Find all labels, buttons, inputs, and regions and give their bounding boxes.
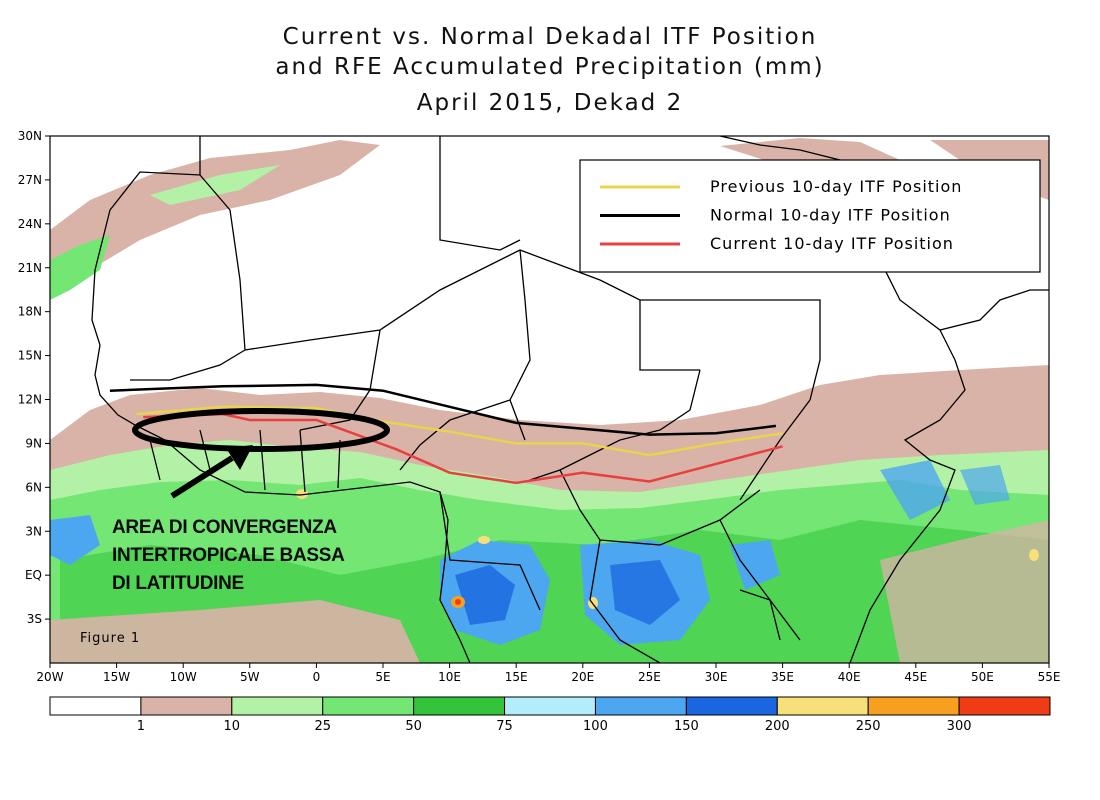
legend-label: Current 10-day ITF Position: [710, 234, 954, 253]
legend: Previous 10-day ITF Position Normal 10-da…: [579, 159, 1041, 273]
annotation-line-1: AREA DI CONVERGENZA: [112, 517, 337, 538]
colorbar-swatch: [594, 696, 687, 716]
colorbar-label: 250: [856, 719, 881, 734]
chart-title-line-2: and RFE Accumulated Precipitation (mm): [275, 54, 825, 80]
colorbar-swatch: [231, 696, 324, 716]
colorbar-label: 300: [947, 719, 972, 734]
colorbar-swatch: [140, 696, 233, 716]
colorbar-label: 75: [496, 719, 513, 734]
lat-tick-label: 21N: [18, 261, 42, 275]
colorbar-swatch: [413, 696, 506, 716]
colorbar-swatch: [867, 696, 960, 716]
lon-tick-label: 10E: [438, 670, 461, 684]
figure-label: Figure 1: [80, 631, 140, 646]
lon-tick-label: 10W: [170, 670, 197, 684]
annotation-arrow-head: [226, 445, 253, 470]
axis-ticks: 30N 27N 24N 21N 18N 15N 12N 9N 6N 3N EQ 3S 20W 15W 10W…: [18, 129, 1061, 684]
colorbar-label: 100: [583, 719, 608, 734]
lat-tick-label: 12N: [18, 393, 42, 407]
lat-tick-label: 9N: [25, 436, 42, 450]
annotation-text: AREA DI CONVERGENZA INTERTROPICALE BASSA…: [112, 514, 412, 598]
legend-label: Normal 10-day ITF Position: [710, 206, 951, 225]
lat-tick-label: 18N: [18, 305, 42, 319]
colorbar-label: 50: [405, 719, 422, 734]
chart-title-line-1: Current vs. Normal Dekadal ITF Position: [282, 24, 818, 50]
colorbar-label: 200: [765, 719, 790, 734]
colorbar-swatch: [776, 696, 869, 716]
colorbar-swatch: [49, 696, 142, 716]
colorbar-label: 10: [224, 719, 241, 734]
annotation-arrow: [170, 455, 234, 499]
lon-tick-label: 0: [313, 670, 321, 684]
current-itf-line: [143, 412, 783, 485]
lat-tick-label: 30N: [18, 129, 42, 143]
colorbar-label: 1: [137, 719, 145, 734]
annotation-line-3: DI LATITUDINE: [112, 573, 244, 594]
lon-tick-label: 25E: [638, 670, 661, 684]
lon-tick-label: 20E: [571, 670, 594, 684]
colorbar-swatch: [322, 696, 415, 716]
lon-tick-label: 45E: [904, 670, 927, 684]
lat-tick-label: EQ: [25, 568, 42, 582]
lon-tick-label: 5W: [240, 670, 260, 684]
annotation-line-2: INTERTROPICALE BASSA: [112, 545, 345, 566]
lat-tick-label: 15N: [18, 349, 42, 363]
colorbar-label: 150: [674, 719, 699, 734]
lon-tick-label: 35E: [771, 670, 794, 684]
lat-tick-label: 24N: [18, 217, 42, 231]
colorbar: 1 10 25 50 75 100 150 200 250 300: [49, 696, 1051, 734]
previous-itf-line: [136, 405, 783, 457]
colorbar-label: 25: [314, 719, 331, 734]
convergence-ellipse: [132, 408, 390, 452]
lon-tick-label: 15E: [505, 670, 528, 684]
normal-itf-line: [109, 383, 777, 436]
lon-tick-label: 15W: [103, 670, 130, 684]
lat-tick-label: 3N: [25, 524, 42, 538]
lon-tick-label: 50E: [971, 670, 994, 684]
lat-tick-label: 3S: [27, 612, 42, 626]
colorbar-swatch: [958, 696, 1051, 716]
lon-tick-label: 20W: [36, 670, 63, 684]
lat-tick-label: 6N: [25, 480, 42, 494]
lon-tick-label: 5E: [375, 670, 390, 684]
colorbar-swatch: [504, 696, 596, 716]
colorbar-swatch: [685, 696, 778, 716]
legend-label: Previous 10-day ITF Position: [710, 177, 962, 196]
lat-tick-label: 27N: [18, 173, 42, 187]
itf-lines: [109, 383, 783, 485]
chart-title-line-3: April 2015, Dekad 2: [416, 90, 684, 116]
lon-tick-label: 40E: [838, 670, 861, 684]
lon-tick-label: 55E: [1038, 670, 1061, 684]
lon-tick-label: 30E: [705, 670, 728, 684]
